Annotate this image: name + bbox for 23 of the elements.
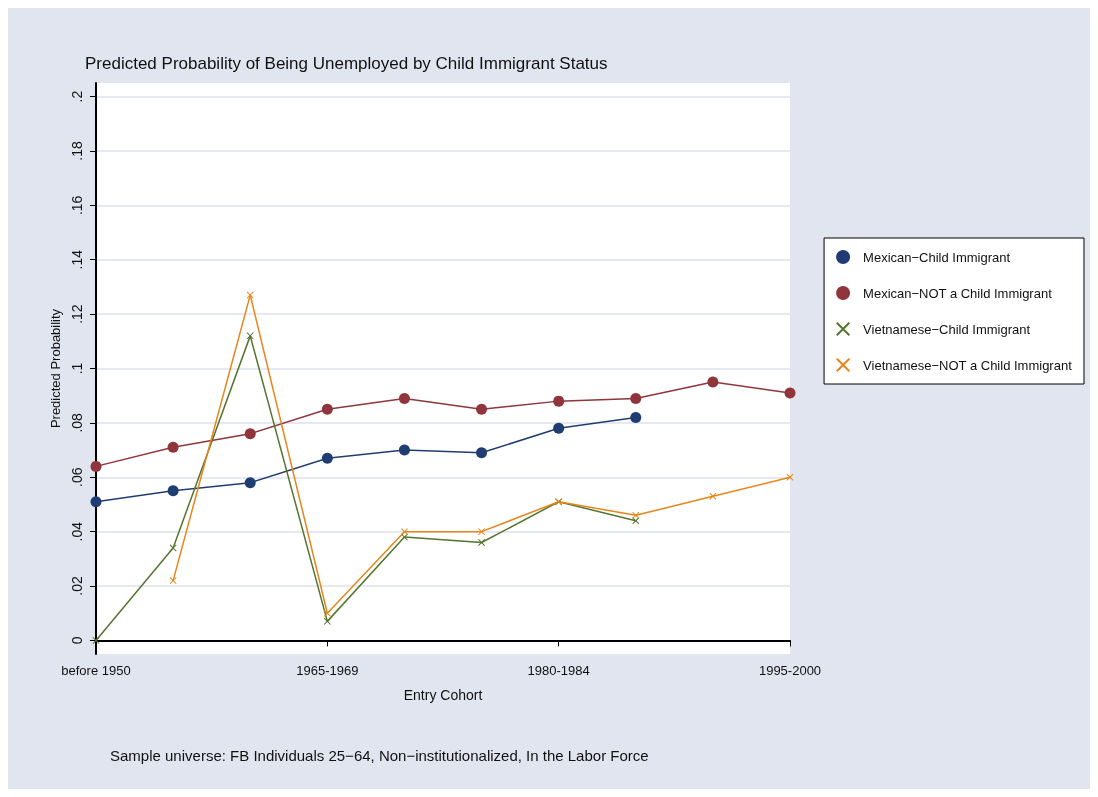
y-tick-label: .16 [69, 195, 85, 216]
y-tick-label: .1 [69, 362, 85, 375]
y-tick-label: 0 [69, 636, 85, 645]
y-tick-label: .04 [69, 521, 85, 542]
y-tick-label: .06 [69, 467, 85, 487]
y-tick-label: .12 [69, 304, 85, 324]
x-tick-label: before 1950 [61, 663, 131, 678]
y-tick-label: .14 [69, 249, 85, 270]
legend-label: Mexican−NOT a Child Immigrant [863, 285, 1053, 301]
x-axis-title: Entry Cohort [403, 687, 483, 703]
y-tick-label: .2 [69, 90, 85, 103]
legend-label: Mexican−Child Immigrant [863, 249, 1011, 265]
y-tick-label: .18 [69, 141, 85, 161]
text: Sample universe: FB Individuals 25−64, Non−institutionalized, In the Labor Force [110, 747, 649, 764]
y-tick-label: .02 [69, 576, 85, 596]
legend-label: Vietnamese−Child Immigrant [863, 321, 1031, 337]
x-tick-label: 1965-1969 [296, 663, 359, 678]
chart-title: Predicted Probability of Being Unemployed by Child Immigrant Status [85, 54, 608, 73]
y-axis-title: Predicted Probability [48, 308, 64, 429]
legend-label: Vietnamese−NOT a Child Immigrant [863, 357, 1073, 373]
y-tick-label: .08 [69, 412, 85, 433]
x-tick-label: 1980-1984 [527, 663, 590, 678]
x-tick-label: 1995-2000 [758, 663, 822, 678]
